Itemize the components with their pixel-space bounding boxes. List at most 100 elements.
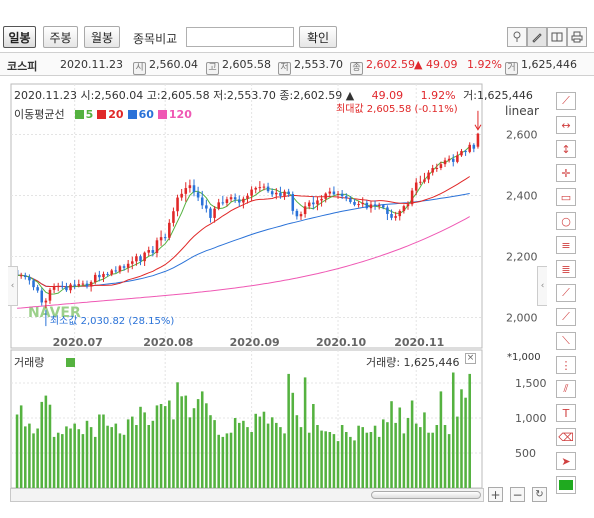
volume-bar xyxy=(456,416,459,488)
volume-bar xyxy=(369,432,373,488)
vertical-line-icon[interactable]: ↕ xyxy=(556,140,576,158)
monthly-button[interactable]: 월봉 xyxy=(84,26,120,48)
scale-label[interactable]: linear xyxy=(505,104,539,118)
text-tool-icon[interactable]: T xyxy=(556,404,576,422)
volume-bar xyxy=(188,417,192,488)
trend-channel-icon[interactable]: ⟋ xyxy=(556,308,576,326)
volume-bar xyxy=(73,423,76,488)
ma-legend-label-60: 60 xyxy=(138,107,154,121)
volume-bar xyxy=(431,432,434,488)
volume-info: 거래량: 1,625,446 xyxy=(366,354,460,370)
volume-bar xyxy=(398,407,402,488)
candle-body xyxy=(258,187,262,189)
candle-body xyxy=(98,274,101,278)
ma-legend-label-5: 5 xyxy=(85,107,94,121)
candle-body xyxy=(423,179,426,182)
volume-bar xyxy=(48,404,52,488)
info-change: 49.09 xyxy=(371,89,404,102)
min-annotation: 최소값 2,030.82 (28.15%) xyxy=(50,315,175,327)
volume-bar xyxy=(365,432,369,488)
candle-body xyxy=(344,196,348,199)
candle-body xyxy=(221,202,225,204)
candle-body xyxy=(295,210,299,217)
circle-icon[interactable]: ○ xyxy=(556,212,576,230)
pointer-icon[interactable]: ➤ xyxy=(556,452,576,470)
candle-body xyxy=(369,204,373,209)
volume-bar xyxy=(357,425,360,488)
daily-button[interactable]: 일봉 xyxy=(3,26,36,48)
reset-icon[interactable]: ↻ xyxy=(532,487,547,502)
candle-body xyxy=(439,164,443,168)
confirm-button[interactable]: 확인 xyxy=(299,26,337,48)
volume-bar xyxy=(344,432,348,488)
pin-icon[interactable] xyxy=(507,27,527,47)
candle-body xyxy=(65,286,68,291)
change-pct: 1.92% xyxy=(467,58,502,71)
candle-body xyxy=(192,185,196,193)
candle-body xyxy=(451,158,455,162)
max-marker-arrow xyxy=(474,124,482,131)
volume-bar xyxy=(118,433,122,488)
line-tool-icon[interactable]: ⟋ xyxy=(556,92,576,110)
volume-bar xyxy=(163,406,167,488)
draw-tool-icon[interactable] xyxy=(527,27,547,47)
fibonacci-icon[interactable]: ≡ xyxy=(556,236,576,254)
rectangle-icon[interactable]: ▭ xyxy=(556,188,576,206)
candle-body xyxy=(361,202,364,205)
candle-body xyxy=(205,205,208,209)
scroll-thumb[interactable] xyxy=(371,491,481,499)
candle-body xyxy=(19,275,23,277)
layout-icon[interactable] xyxy=(547,27,567,47)
volume-bar xyxy=(299,427,303,488)
candle-body xyxy=(447,158,451,161)
horizontal-line-icon[interactable]: ↔ xyxy=(556,116,576,134)
candle-body xyxy=(131,261,134,264)
volume-bar xyxy=(246,427,249,488)
volume-bar xyxy=(427,432,430,488)
chart-area[interactable]: 2,000 2,200 2,400 2,600 2020.07 2020.08 2020.0… xyxy=(0,80,546,505)
parallel-lines-icon[interactable]: ⋮ xyxy=(556,356,576,374)
ma-legend-label-20: 20 xyxy=(108,107,124,121)
volume-bar xyxy=(221,436,225,488)
candle-body xyxy=(332,191,336,195)
low-icon: 저 xyxy=(278,62,291,75)
volume-bar xyxy=(402,433,406,488)
volume-bar xyxy=(254,413,258,488)
candle-body xyxy=(460,151,463,156)
candle-body xyxy=(291,194,295,211)
candle-body xyxy=(468,144,471,152)
candle-body xyxy=(382,205,385,208)
price-tick-label: 2,400 xyxy=(506,190,538,203)
compare-input[interactable] xyxy=(186,27,294,47)
candle-body xyxy=(246,195,249,199)
candle-body xyxy=(414,182,418,191)
candle-body xyxy=(81,283,85,285)
fan-line-icon[interactable]: ⟋ xyxy=(556,284,576,302)
volume-bar xyxy=(373,425,377,488)
weekly-button[interactable]: 주봉 xyxy=(43,26,78,48)
volume-close-icon[interactable]: × xyxy=(465,353,476,364)
regression-icon[interactable]: ⟍ xyxy=(556,332,576,350)
fibonacci-fan-icon[interactable]: ≣ xyxy=(556,260,576,278)
candle-body xyxy=(176,197,179,212)
ma-legend-title: 이동평균선 xyxy=(14,108,65,121)
volume-bar xyxy=(93,436,97,488)
candle-body xyxy=(106,273,109,275)
candle-body xyxy=(213,208,216,218)
volume-bar xyxy=(36,428,39,488)
candle-body xyxy=(270,191,274,195)
eraser-icon[interactable]: ⌫ xyxy=(556,428,576,446)
zoom-in-icon[interactable]: + xyxy=(488,487,503,502)
high-value: 고 2,605.58 xyxy=(206,58,271,75)
left-expand-handle[interactable]: ‹ xyxy=(8,266,18,306)
right-expand-handle[interactable]: ‹ xyxy=(537,266,547,306)
candle-body xyxy=(431,168,434,173)
zoom-out-icon[interactable]: − xyxy=(510,487,525,502)
print-icon[interactable] xyxy=(567,27,587,47)
color-picker-icon[interactable] xyxy=(556,476,576,494)
crosshair-icon[interactable]: ✛ xyxy=(556,164,576,182)
diagonal-lines-icon[interactable]: ⫽ xyxy=(556,380,576,398)
candle-body xyxy=(77,284,81,286)
chart-scrollbar[interactable] xyxy=(10,488,484,502)
candle-body xyxy=(126,263,130,268)
